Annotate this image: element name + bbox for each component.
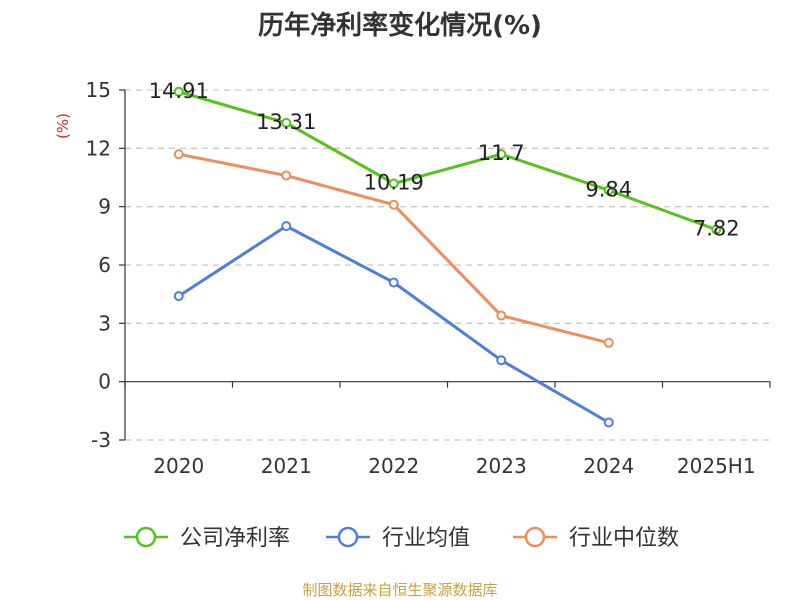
data-label: 14.91 bbox=[149, 79, 209, 103]
legend-label: 公司净利率 bbox=[180, 526, 290, 551]
data-point bbox=[173, 291, 184, 302]
data-point bbox=[711, 224, 722, 235]
x-tick-label: 2024 bbox=[583, 454, 634, 478]
y-tick-label: 15 bbox=[86, 78, 111, 102]
data-point bbox=[281, 117, 292, 128]
legend-label: 行业均值 bbox=[382, 526, 470, 551]
y-tick-label: 0 bbox=[98, 370, 111, 394]
grid-lines bbox=[125, 89, 770, 441]
data-point bbox=[388, 199, 399, 210]
data-point bbox=[496, 149, 507, 160]
data-point bbox=[496, 310, 507, 321]
x-tick-label: 2025H1 bbox=[677, 454, 756, 478]
chart-title: 历年净利率变化情况(%) bbox=[258, 10, 542, 41]
x-tick-label: 2023 bbox=[476, 454, 527, 478]
data-label: 10.19 bbox=[364, 171, 424, 195]
legend-swatch-marker bbox=[135, 526, 157, 548]
y-tick-label: -3 bbox=[91, 428, 111, 452]
series-lines bbox=[173, 86, 722, 428]
series-line-1 bbox=[177, 224, 610, 424]
legend-swatch-marker bbox=[524, 526, 546, 548]
data-labels: 14.91 13.31 10.19 11.7 9.84 7.82 bbox=[149, 79, 740, 241]
axes: 15 12 9 6 3 0 -3 2020 2021 2022 2023 2024 2025H1 bbox=[86, 78, 771, 478]
series-line-0 bbox=[178, 90, 717, 232]
data-label: 11.7 bbox=[478, 141, 525, 165]
source-note: 制图数据来自恒生聚源数据库 bbox=[302, 581, 497, 599]
legend: 公司净利率 行业均值 行业中位数 bbox=[124, 526, 679, 551]
legend-label: 行业中位数 bbox=[569, 526, 679, 551]
data-point bbox=[388, 178, 399, 189]
x-tick-label: 2022 bbox=[368, 454, 419, 478]
y-tick-label: 3 bbox=[98, 311, 111, 335]
x-tick-label: 2020 bbox=[153, 454, 204, 478]
data-label: 7.82 bbox=[693, 217, 740, 241]
data-point bbox=[281, 170, 292, 181]
x-tick-label: 2021 bbox=[261, 454, 312, 478]
y-tick-label: 9 bbox=[98, 195, 111, 219]
data-point bbox=[496, 355, 507, 366]
data-point bbox=[173, 149, 184, 160]
y-axis-unit: (%) bbox=[54, 113, 72, 139]
data-label: 13.31 bbox=[256, 110, 316, 134]
data-point bbox=[388, 277, 399, 288]
data-point bbox=[281, 221, 292, 232]
legend-swatch-marker bbox=[337, 526, 359, 548]
data-point bbox=[603, 337, 614, 348]
data-point bbox=[603, 185, 614, 196]
y-tick-label: 12 bbox=[86, 136, 111, 160]
y-tick-label: 6 bbox=[98, 253, 111, 277]
data-point bbox=[603, 417, 614, 428]
data-label: 9.84 bbox=[585, 177, 632, 201]
data-point bbox=[173, 86, 184, 97]
